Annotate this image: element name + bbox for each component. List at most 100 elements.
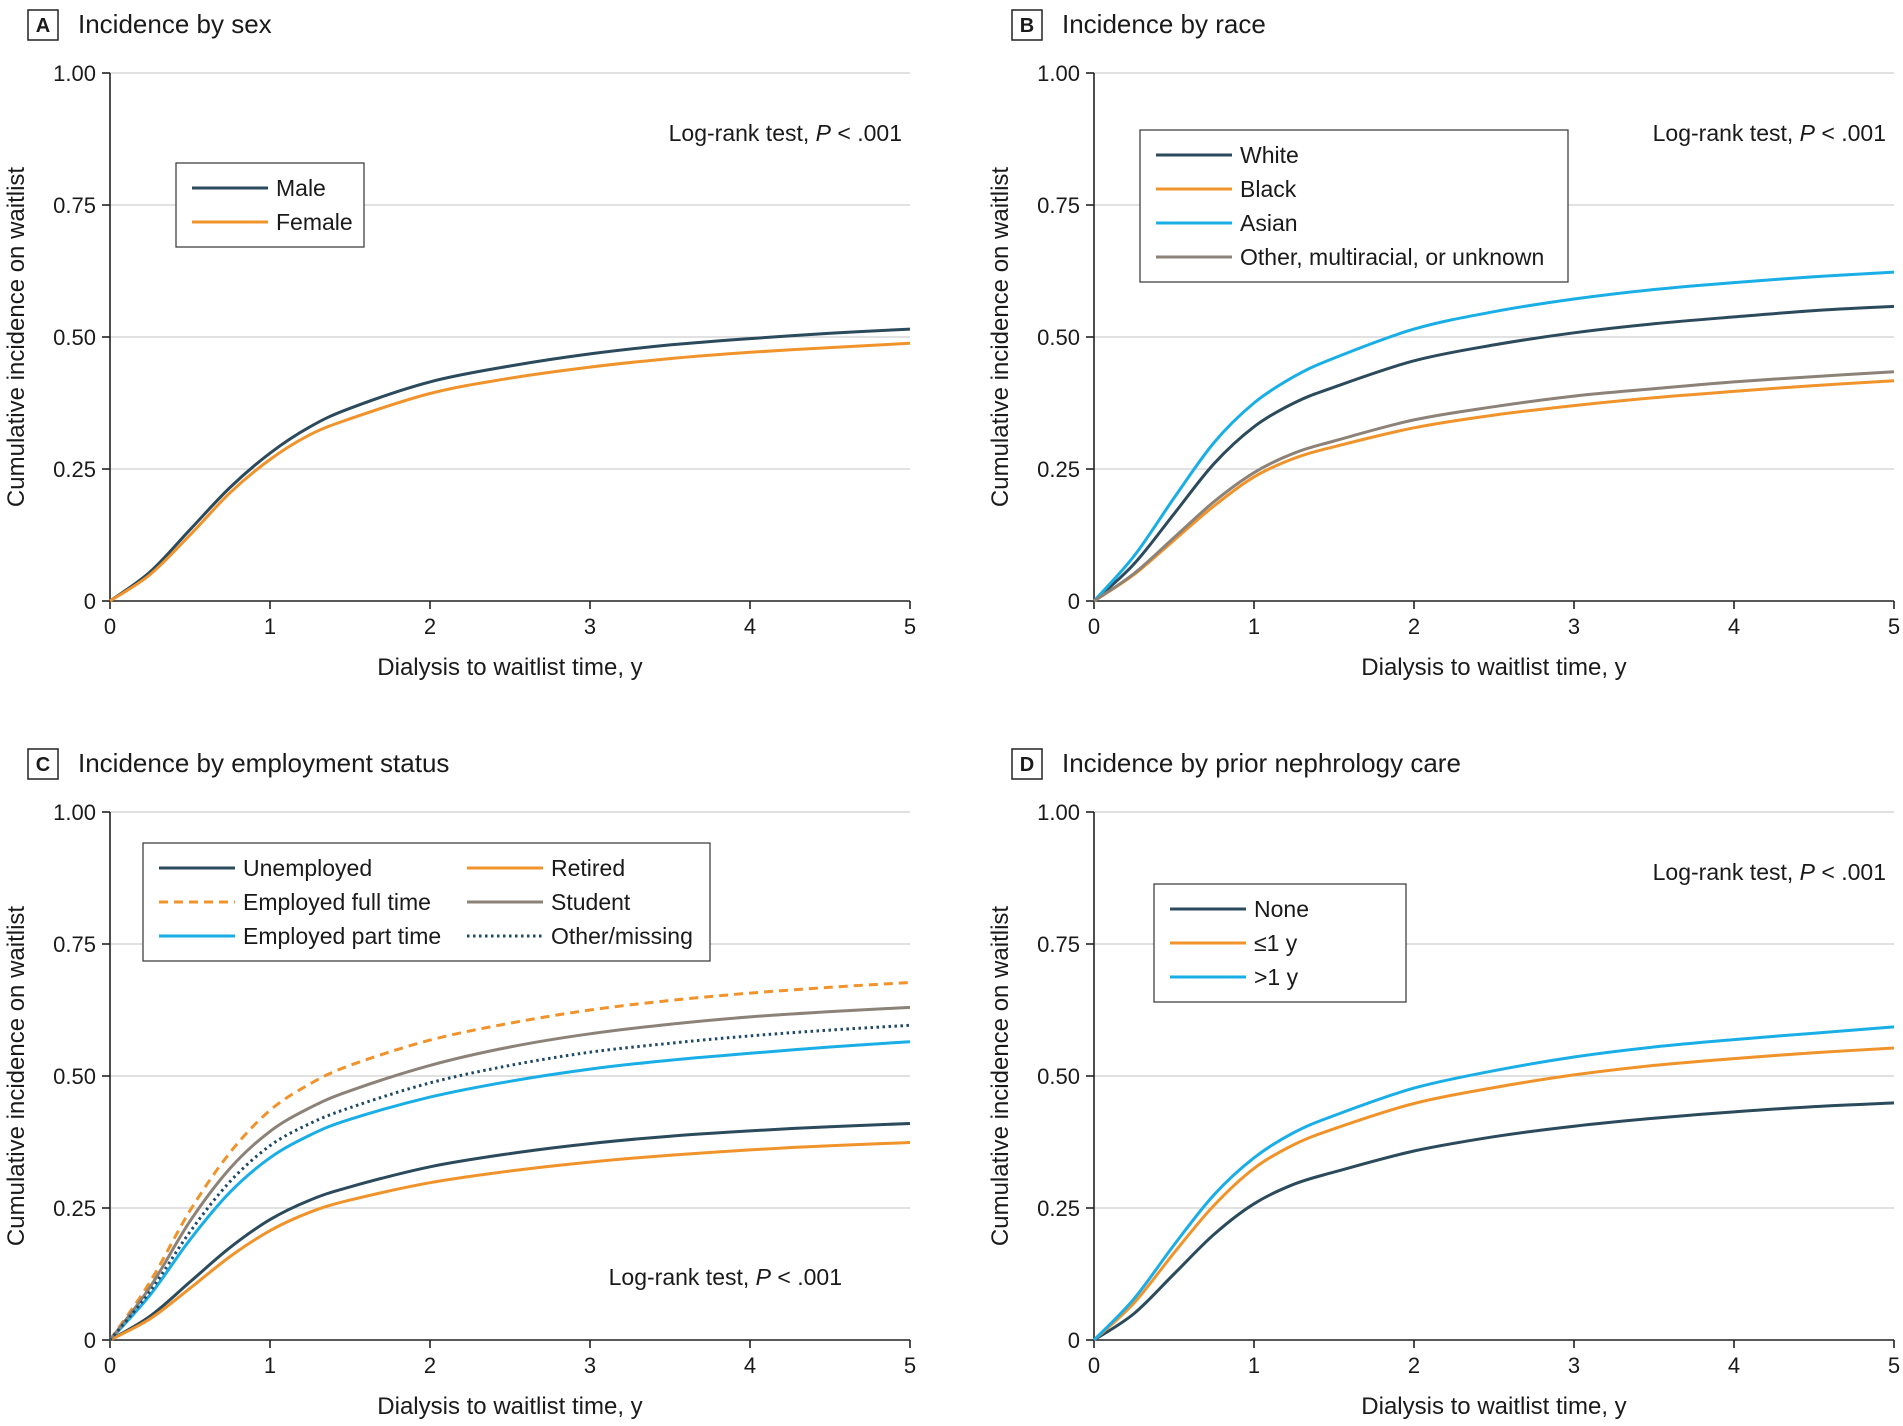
series-line bbox=[108, 1005, 911, 1341]
y-tick-label: 0.75 bbox=[53, 193, 96, 218]
x-tick-label: 2 bbox=[424, 1353, 436, 1378]
y-tick-label: 0 bbox=[84, 1328, 96, 1353]
x-tick-label: 3 bbox=[1568, 614, 1580, 639]
legend-label: Retired bbox=[551, 855, 625, 881]
x-tick-label: 2 bbox=[424, 614, 436, 639]
y-tick-label: 0.25 bbox=[1037, 457, 1080, 482]
y-axis-label: Cumulative incidence on waitlist bbox=[3, 167, 30, 507]
legend: Male Female bbox=[175, 162, 365, 248]
panel-letter: B bbox=[1020, 15, 1034, 37]
panel-title: Incidence by employment status bbox=[78, 748, 449, 778]
legend-box bbox=[175, 162, 365, 248]
x-tick-label: 1 bbox=[264, 1353, 276, 1378]
series-line bbox=[109, 1141, 911, 1342]
legend-label: Employed part time bbox=[243, 923, 441, 949]
logrank-annotation: Log-rank test, P < .001 bbox=[609, 1264, 842, 1290]
panel-letter-box bbox=[1011, 748, 1043, 780]
y-tick-label: 1.00 bbox=[53, 61, 96, 86]
legend-label: Student bbox=[551, 889, 631, 915]
panel-title: Incidence by prior nephrology care bbox=[1062, 748, 1461, 778]
x-tick-label: 4 bbox=[744, 614, 756, 639]
x-tick-label: 1 bbox=[1248, 1353, 1260, 1378]
x-axis-label: Dialysis to waitlist time, y bbox=[1361, 1393, 1626, 1420]
y-tick-label: 0.75 bbox=[1037, 193, 1080, 218]
x-tick-label: 5 bbox=[1888, 1353, 1900, 1378]
x-tick-label: 5 bbox=[1888, 614, 1900, 639]
legend: Unemployed Employed full time Employed par… bbox=[142, 842, 711, 962]
x-tick-label: 4 bbox=[1728, 614, 1740, 639]
legend-label: None bbox=[1254, 896, 1309, 922]
panel-b: B Incidence by race 0 0.25 0.50 0.75 1.00 0 1 2 3 4… bbox=[987, 9, 1900, 681]
x-tick-label: 2 bbox=[1408, 1353, 1420, 1378]
x-tick-label: 4 bbox=[1728, 1353, 1740, 1378]
panel-letter-box bbox=[27, 9, 59, 41]
legend-label: Asian bbox=[1240, 210, 1298, 236]
panel-letter-box bbox=[27, 748, 59, 780]
legend-label: Other/missing bbox=[551, 923, 693, 949]
y-tick-label: 1.00 bbox=[53, 800, 96, 825]
series-line bbox=[108, 981, 911, 1341]
x-tick-label: 1 bbox=[1248, 614, 1260, 639]
series-line bbox=[109, 327, 911, 603]
legend-label: Black bbox=[1240, 176, 1297, 202]
panel-letter: C bbox=[36, 754, 50, 776]
x-tick-label: 0 bbox=[1088, 614, 1100, 639]
y-tick-label: 0 bbox=[1068, 589, 1080, 614]
logrank-annotation: Log-rank test, P < .001 bbox=[1653, 859, 1886, 885]
legend-label: Other, multiracial, or unknown bbox=[1240, 244, 1544, 270]
series-line bbox=[1092, 304, 1895, 603]
series-line bbox=[1092, 1046, 1895, 1342]
x-axis-label: Dialysis to waitlist time, y bbox=[1361, 654, 1626, 681]
panel-a: A Incidence by sex 0 0.25 0.50 0.75 1.00 0 1 2 3 4 5… bbox=[3, 9, 916, 681]
panel-letter: D bbox=[1020, 754, 1034, 776]
legend: None ≤1 y >1 y bbox=[1153, 883, 1407, 1003]
logrank-annotation: Log-rank test, P < .001 bbox=[669, 120, 902, 146]
series-line bbox=[1093, 1101, 1895, 1342]
series-line bbox=[1092, 1025, 1895, 1342]
x-axis-label: Dialysis to waitlist time, y bbox=[377, 654, 642, 681]
legend-label: Unemployed bbox=[243, 855, 372, 881]
series-line bbox=[109, 1122, 911, 1342]
y-tick-label: 0.50 bbox=[53, 1064, 96, 1089]
y-tick-label: 0.25 bbox=[53, 1196, 96, 1221]
legend-label: White bbox=[1240, 142, 1299, 168]
x-tick-label: 5 bbox=[904, 614, 916, 639]
series-line bbox=[1093, 370, 1895, 603]
legend: White Black Asian Other, multiracial, or un… bbox=[1139, 129, 1569, 283]
y-tick-label: 0.25 bbox=[1037, 1196, 1080, 1221]
panel-d: D Incidence by prior nephrology care 0 0.25… bbox=[987, 748, 1900, 1420]
x-tick-label: 0 bbox=[1088, 1353, 1100, 1378]
x-tick-label: 3 bbox=[1568, 1353, 1580, 1378]
series-line bbox=[1092, 270, 1895, 602]
panel-title: Incidence by race bbox=[1062, 9, 1266, 39]
y-tick-label: 1.00 bbox=[1037, 61, 1080, 86]
x-axis-label: Dialysis to waitlist time, y bbox=[377, 1393, 642, 1420]
legend-label: Employed full time bbox=[243, 889, 431, 915]
x-tick-label: 5 bbox=[904, 1353, 916, 1378]
y-axis-label: Cumulative incidence on waitlist bbox=[987, 906, 1014, 1246]
y-tick-label: 0.50 bbox=[1037, 325, 1080, 350]
panel-letter-box bbox=[1011, 9, 1043, 41]
series-line bbox=[108, 1023, 911, 1341]
y-tick-label: 0.75 bbox=[1037, 932, 1080, 957]
series-line bbox=[109, 341, 911, 603]
legend-label: Male bbox=[276, 175, 326, 201]
x-tick-label: 3 bbox=[584, 614, 596, 639]
x-tick-label: 0 bbox=[104, 614, 116, 639]
legend-box bbox=[142, 842, 711, 962]
y-tick-label: 0 bbox=[84, 589, 96, 614]
y-tick-label: 0.75 bbox=[53, 932, 96, 957]
panel-c: C Incidence by employment status 0 0.25 0.50… bbox=[3, 748, 916, 1420]
series-line bbox=[108, 1040, 911, 1341]
legend-label: >1 y bbox=[1254, 964, 1299, 990]
x-tick-label: 3 bbox=[584, 1353, 596, 1378]
logrank-annotation: Log-rank test, P < .001 bbox=[1653, 120, 1886, 146]
y-tick-label: 0 bbox=[1068, 1328, 1080, 1353]
x-tick-label: 1 bbox=[264, 614, 276, 639]
panel-letter: A bbox=[36, 15, 50, 37]
legend-label: ≤1 y bbox=[1254, 930, 1298, 956]
y-axis-label: Cumulative incidence on waitlist bbox=[3, 906, 30, 1246]
y-tick-label: 1.00 bbox=[1037, 800, 1080, 825]
y-tick-label: 0.50 bbox=[53, 325, 96, 350]
y-tick-label: 0.25 bbox=[53, 457, 96, 482]
